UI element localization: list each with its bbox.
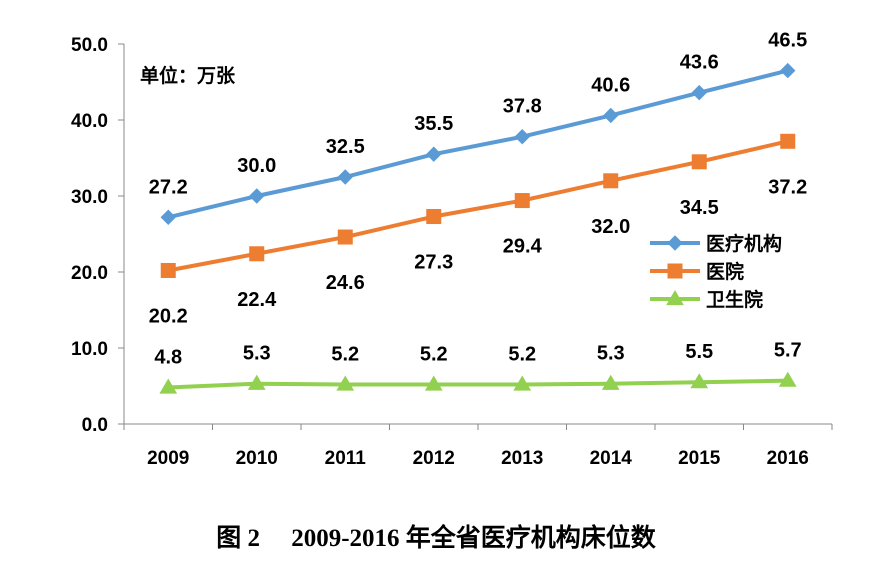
series-2-point xyxy=(160,262,176,278)
series-1-point xyxy=(691,84,707,101)
series-2-data-label: 32.0 xyxy=(591,216,630,238)
series-1-point xyxy=(249,188,265,204)
y-tick-label: 50.0 xyxy=(71,35,108,56)
y-axis-ticks: 0.0 10.0 20.0 30.0 40.0 50.0 xyxy=(71,35,124,436)
x-tick-label: 2014 xyxy=(590,448,633,469)
series-1-data-label: 35.5 xyxy=(414,113,453,135)
series-2-data-label: 27.3 xyxy=(414,252,453,274)
x-tick-label: 2015 xyxy=(678,448,721,469)
series-1-data-label: 27.2 xyxy=(149,176,188,198)
y-tick-label: 20.0 xyxy=(71,263,108,284)
series-1-point xyxy=(337,169,353,185)
series-2-point xyxy=(514,193,530,209)
series-3-point xyxy=(159,378,178,394)
y-tick-label: 0.0 xyxy=(82,415,108,436)
series-3-data-label: 5.3 xyxy=(243,343,271,365)
series-3-point xyxy=(601,374,620,390)
series-3-point xyxy=(513,375,532,391)
x-tick-label: 2009 xyxy=(147,448,189,469)
series-2-data-label: 22.4 xyxy=(237,289,277,311)
series-layer xyxy=(159,62,797,394)
legend-marker-2 xyxy=(667,263,683,279)
series-line-2 xyxy=(167,139,789,273)
series-3-point xyxy=(336,375,355,391)
series-2-data-label: 37.2 xyxy=(768,176,807,198)
series-1-data-label: 40.6 xyxy=(591,74,630,96)
series-3-point xyxy=(424,375,443,391)
data-labels: 27.2 30.0 32.5 35.5 37.8 40.6 43.6 46.5 20.2 22.4… xyxy=(149,30,807,369)
series-line-1 xyxy=(167,68,789,220)
series-1-point xyxy=(780,62,796,79)
series-1-data-label: 32.5 xyxy=(326,136,365,158)
series-3-data-label: 5.2 xyxy=(508,343,536,365)
x-tick-label: 2010 xyxy=(236,448,278,469)
series-line-3 xyxy=(168,378,788,390)
series-3-data-label: 4.8 xyxy=(154,347,182,369)
legend-marker-3 xyxy=(666,290,684,306)
series-2-point xyxy=(249,246,265,262)
x-tick-label: 2013 xyxy=(501,448,543,469)
y-tick-label: 40.0 xyxy=(71,111,108,132)
series-2-point xyxy=(337,229,353,245)
series-2-data-label: 29.4 xyxy=(503,236,543,258)
series-2-point xyxy=(603,173,619,189)
series-2-point xyxy=(691,154,707,170)
series-1-point xyxy=(514,129,530,145)
legend-label-3: 卫生院 xyxy=(706,288,763,311)
series-1-point xyxy=(160,209,176,225)
line-chart: 0.0 10.0 20.0 30.0 40.0 50.0 2009 2010 2011 2012… xyxy=(71,30,833,469)
series-3-data-label: 5.5 xyxy=(685,341,713,363)
x-tick-label: 2016 xyxy=(767,448,809,469)
legend-label-2: 医院 xyxy=(706,260,744,283)
legend-marker-1 xyxy=(667,235,683,251)
series-1-point xyxy=(426,146,442,162)
series-1-point xyxy=(603,107,619,124)
series-3-data-label: 5.7 xyxy=(774,340,802,362)
series-2-point xyxy=(780,133,796,149)
series-1-data-label: 43.6 xyxy=(680,52,719,74)
series-2-point xyxy=(426,209,442,225)
figure-caption: 图 2 2009-2016 年全省医疗机构床位数 xyxy=(216,525,656,552)
series-3-point xyxy=(690,373,709,389)
series-3-data-label: 5.2 xyxy=(331,343,359,365)
series-2-data-label: 20.2 xyxy=(149,305,188,327)
series-1-data-label: 30.0 xyxy=(237,155,276,177)
y-tick-label: 10.0 xyxy=(71,339,108,360)
series-3-point xyxy=(247,374,266,390)
series-2-data-label: 24.6 xyxy=(326,272,365,294)
x-tick-label: 2011 xyxy=(325,448,367,469)
x-axis-ticks: 2009 2010 2011 2012 2013 2014 2015 2016 xyxy=(123,424,833,469)
series-3-data-label: 5.2 xyxy=(420,343,448,365)
series-3-data-label: 5.3 xyxy=(597,343,625,365)
y-tick-label: 30.0 xyxy=(71,187,108,208)
x-tick-label: 2012 xyxy=(413,448,455,469)
series-2-data-label: 34.5 xyxy=(680,197,719,219)
series-1-data-label: 46.5 xyxy=(768,30,807,52)
series-1-data-label: 37.8 xyxy=(503,96,542,118)
legend-label-1: 医疗机构 xyxy=(706,232,782,255)
unit-label: 单位：万张 xyxy=(140,64,236,87)
series-3-point xyxy=(778,371,797,387)
